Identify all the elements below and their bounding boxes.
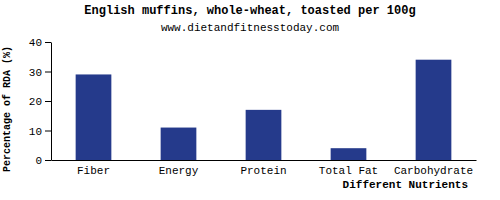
x-tick-label: Carbohydrate [394, 165, 473, 177]
x-tick: Fiber [77, 160, 110, 177]
x-tick: Carbohydrate [394, 160, 473, 177]
y-tick-label: 40 [29, 37, 42, 49]
y-tick: 20 [29, 96, 51, 108]
subtitle: www.dietandfitnesstoday.com [161, 22, 340, 34]
x-tick-label: Protein [240, 165, 286, 177]
x-tick: Protein [240, 160, 286, 177]
y-tick-mark [45, 72, 51, 73]
y-tick-label: 20 [29, 96, 42, 108]
bar [76, 74, 112, 160]
y-tick-label: 0 [35, 155, 42, 167]
y-tick: 40 [29, 37, 51, 49]
x-tick-label: Total Fat [319, 165, 378, 177]
bar [161, 128, 197, 160]
bars [76, 60, 452, 160]
bar [416, 60, 452, 160]
x-tick: Total Fat [319, 160, 378, 177]
x-axis-line [52, 160, 477, 161]
y-tick-mark [45, 42, 51, 43]
x-tick: Energy [159, 160, 199, 177]
y-tick-mark [45, 160, 51, 161]
x-tick-label: Fiber [77, 165, 110, 177]
x-axis-title: Different Nutrients [343, 179, 468, 191]
y-tick-mark [45, 131, 51, 132]
x-tick-label: Energy [159, 165, 199, 177]
y-tick-mark [45, 101, 51, 102]
y-tick: 10 [29, 126, 51, 138]
y-axis-title: Percentage of RDA (%) [2, 46, 13, 172]
y-axis: 0 10 20 30 40 [29, 37, 52, 167]
y-tick: 0 [35, 155, 51, 167]
chart: 0 10 20 30 40 Fiber Energy Protein Total Fat Carb… [0, 0, 500, 200]
y-tick-label: 30 [29, 67, 42, 79]
y-tick-label: 10 [29, 126, 42, 138]
title: English muffins, whole-wheat, toasted pe… [84, 4, 415, 18]
bar [246, 110, 282, 160]
y-tick: 30 [29, 67, 51, 79]
y-axis-line [51, 43, 52, 161]
x-axis: Fiber Energy Protein Total Fat Carbohydrate [52, 160, 477, 177]
bar [331, 148, 367, 160]
